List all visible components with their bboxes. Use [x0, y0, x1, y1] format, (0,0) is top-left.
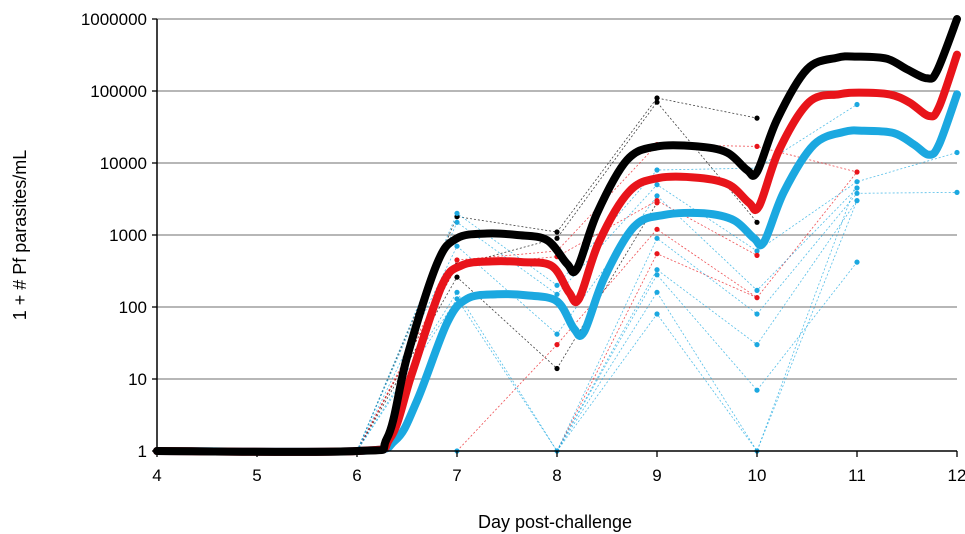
gridlines [157, 18, 957, 380]
mean-curve-2 [153, 90, 961, 456]
data-point-31 [654, 267, 660, 273]
data-point-47 [854, 101, 860, 108]
x-tick-label-10: 10 [748, 466, 767, 485]
data-point-44 [754, 342, 760, 348]
data-point-23 [654, 167, 660, 173]
data-point-41 [754, 287, 760, 293]
data-point-50 [854, 185, 860, 191]
data-point-10 [554, 229, 560, 235]
data-point-53 [854, 259, 860, 265]
data-point-48 [854, 169, 860, 175]
x-axis-title: Day post-challenge [478, 512, 632, 532]
data-point-42 [754, 295, 760, 301]
data-point-4 [454, 257, 460, 263]
data-point-18 [554, 365, 560, 372]
data-point-52 [854, 198, 860, 204]
data-point-3 [454, 243, 460, 249]
data-point-24 [654, 182, 660, 188]
x-tick-label-12: 12 [948, 466, 965, 485]
x-tick-label-4: 4 [152, 466, 161, 485]
y-tick-label-10000: 10000 [100, 154, 147, 173]
x-tick-label-11: 11 [848, 466, 866, 485]
data-point-28 [654, 226, 660, 232]
x-tick-label-5: 5 [252, 466, 261, 485]
data-point-34 [654, 311, 660, 317]
data-point-54 [954, 149, 960, 156]
mean-curves [153, 15, 961, 456]
x-tick-label-6: 6 [352, 466, 361, 485]
y-axis-title: 1 + # Pf parasites/mL [10, 150, 30, 321]
data-point-45 [754, 387, 760, 393]
data-point-21 [654, 99, 660, 105]
y-tick-label-10: 10 [128, 370, 147, 389]
data-point-55 [954, 189, 960, 195]
data-point-11 [554, 235, 560, 241]
data-point-20 [654, 95, 660, 101]
data-point-29 [654, 235, 660, 241]
data-point-51 [854, 190, 860, 196]
individual-line-11 [356, 200, 858, 452]
data-point-1 [454, 210, 460, 216]
individual-line-12 [457, 261, 858, 452]
data-point-14 [554, 282, 560, 288]
individual-line-6 [457, 253, 758, 452]
axes [152, 18, 958, 457]
mean-curve-1 [153, 50, 961, 456]
data-point-39 [754, 248, 760, 254]
individual-line-13 [457, 200, 858, 452]
y-tick-label-100000: 100000 [90, 82, 147, 101]
x-tick-label-9: 9 [652, 466, 661, 485]
data-point-43 [754, 311, 760, 317]
data-point-36 [754, 143, 760, 149]
data-point-30 [654, 251, 660, 257]
data-point-38 [754, 219, 760, 225]
data-point-6 [454, 274, 460, 280]
x-tick-label-7: 7 [452, 466, 461, 485]
data-point-49 [854, 179, 860, 185]
data-point-2 [454, 219, 460, 225]
y-tick-label-100: 100 [119, 298, 147, 317]
y-tick-label-1000: 1000 [109, 226, 147, 245]
data-point-35 [754, 115, 760, 121]
data-point-40 [754, 252, 760, 258]
x-tick-label-8: 8 [552, 466, 561, 485]
y-tick-label-1: 1 [138, 442, 147, 461]
y-tick-label-1000000: 1000000 [81, 10, 147, 29]
tick-labels: 1 10 100 1000 10000 100000 1000000 4 5 6 7 8 9 10 11 12 [81, 10, 965, 485]
data-point-17 [554, 342, 560, 348]
data-point-32 [654, 272, 660, 278]
data-point-33 [654, 289, 660, 295]
data-point-16 [554, 331, 560, 337]
mean-curve-0 [153, 15, 961, 456]
data-point-25 [654, 193, 660, 199]
data-point-27 [654, 200, 660, 206]
data-point-7 [454, 289, 460, 295]
data-point-15 [554, 291, 560, 297]
